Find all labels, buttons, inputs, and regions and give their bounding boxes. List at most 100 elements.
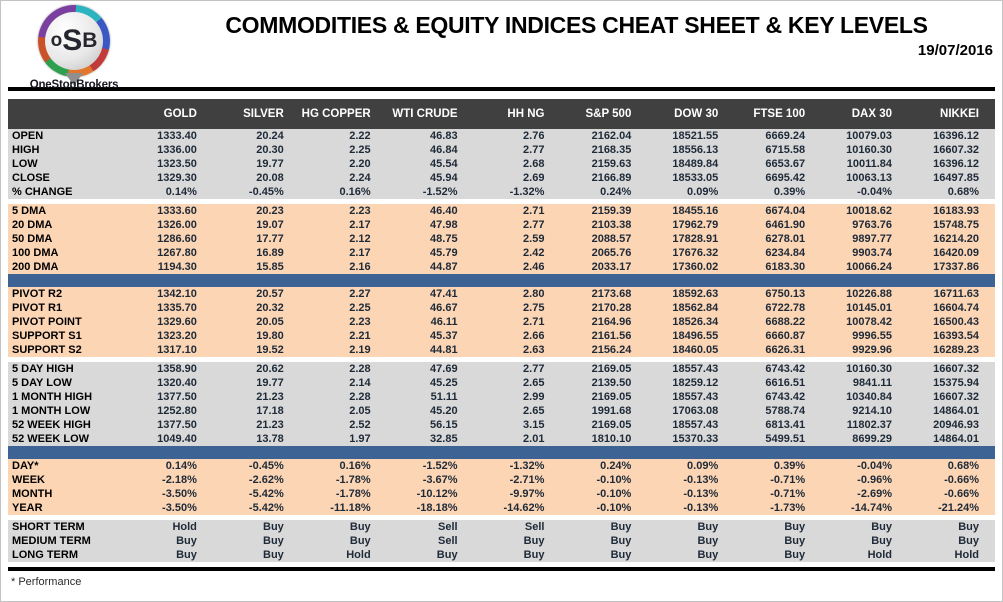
value-cell: 16500.43 xyxy=(908,315,995,329)
value-cell: 56.15 xyxy=(386,418,474,432)
value-cell: -14.74% xyxy=(821,501,909,515)
value-cell: 9996.55 xyxy=(821,329,909,343)
value-cell: 45.54 xyxy=(386,157,474,171)
table-row: SUPPORT S2 1317.10 19.52 2.19 44.81 2.63 2156.… xyxy=(8,343,995,357)
value-cell: 0.39% xyxy=(734,185,822,199)
table-row: MONTH -3.50% -5.42% -1.78% -10.12% -9.97% -0.1… xyxy=(8,487,995,501)
value-cell: 6278.01 xyxy=(734,232,822,246)
value-cell: 18557.43 xyxy=(647,362,735,376)
column-header: S&P 500 xyxy=(560,99,648,129)
value-cell: 19.07 xyxy=(212,218,300,232)
value-cell: 1326.00 xyxy=(126,218,213,232)
value-cell: 2.21 xyxy=(299,329,387,343)
value-cell: 17.77 xyxy=(212,232,300,246)
section-gap xyxy=(8,199,995,204)
table-row: 20 DMA 1326.00 19.07 2.17 47.98 2.77 2103.38 17… xyxy=(8,218,995,232)
value-cell: 1335.70 xyxy=(126,301,213,315)
value-cell: -0.45% xyxy=(212,459,300,473)
value-cell: -5.42% xyxy=(212,501,300,515)
value-cell: 2.71 xyxy=(473,315,561,329)
value-cell: 2.80 xyxy=(473,287,561,301)
column-header: DOW 30 xyxy=(647,99,735,129)
value-cell: 2161.56 xyxy=(560,329,648,343)
value-cell: 2.19 xyxy=(299,343,387,357)
value-cell: 18455.16 xyxy=(647,204,735,218)
logo-letter-o: o xyxy=(50,30,63,51)
value-cell: 2.24 xyxy=(299,171,387,185)
value-cell: 2.65 xyxy=(473,404,561,418)
table-row: PIVOT R2 1342.10 20.57 2.27 47.41 2.80 2173.68… xyxy=(8,287,995,301)
value-cell: 16607.32 xyxy=(908,362,995,376)
value-cell: 18489.84 xyxy=(647,157,735,171)
value-cell: 20.62 xyxy=(212,362,300,376)
value-cell: 45.20 xyxy=(386,404,474,418)
row-label: YEAR xyxy=(8,501,126,515)
value-cell: 20.05 xyxy=(212,315,300,329)
signal-cell: Buy xyxy=(647,548,735,562)
signal-cell: Buy xyxy=(299,520,387,534)
value-cell: 2.17 xyxy=(299,246,387,260)
logo-brand-name: OneStopBrokers xyxy=(29,79,119,91)
section-pivots: PIVOT R2 1342.10 20.57 2.27 47.41 2.80 2173.68… xyxy=(8,287,995,357)
value-cell: 10063.13 xyxy=(821,171,909,185)
value-cell: 1286.60 xyxy=(126,232,213,246)
value-cell: -0.45% xyxy=(212,185,300,199)
value-cell: 18556.13 xyxy=(647,143,735,157)
blue-divider-bar xyxy=(8,274,995,287)
value-cell: 2.42 xyxy=(473,246,561,260)
row-label: % CHANGE xyxy=(8,185,126,199)
value-cell: -0.04% xyxy=(821,185,909,199)
section-ranges: 5 DAY HIGH 1358.90 20.62 2.28 47.69 2.77 2169.… xyxy=(8,362,995,446)
value-cell: 10018.62 xyxy=(821,204,909,218)
value-cell: 2.77 xyxy=(473,362,561,376)
value-cell: -0.10% xyxy=(560,487,648,501)
column-header: HG COPPER xyxy=(299,99,387,129)
value-cell: -0.13% xyxy=(647,487,735,501)
value-cell: 45.25 xyxy=(386,376,474,390)
signal-cell: Buy xyxy=(908,520,995,534)
value-cell: 9841.11 xyxy=(821,376,909,390)
table-row: 5 DMA 1333.60 20.23 2.23 46.40 2.71 2159.39 184… xyxy=(8,204,995,218)
signal-cell: Buy xyxy=(647,534,735,548)
value-cell: 17360.02 xyxy=(647,260,735,274)
value-cell: 2.23 xyxy=(299,315,387,329)
signal-cell: Buy xyxy=(126,534,213,548)
value-cell: 3.15 xyxy=(473,418,561,432)
value-cell: -0.04% xyxy=(821,459,909,473)
value-cell: 2.71 xyxy=(473,204,561,218)
row-label: 52 WEEK LOW xyxy=(8,432,126,446)
value-cell: 16607.32 xyxy=(908,143,995,157)
value-cell: 9897.77 xyxy=(821,232,909,246)
value-cell: -1.78% xyxy=(299,473,387,487)
value-cell: 46.83 xyxy=(386,129,474,143)
value-cell: 20.57 xyxy=(212,287,300,301)
signal-cell: Hold xyxy=(299,548,387,562)
value-cell: 2168.35 xyxy=(560,143,648,157)
value-cell: 1323.50 xyxy=(126,157,213,171)
row-label: CLOSE xyxy=(8,171,126,185)
value-cell: 16497.85 xyxy=(908,171,995,185)
row-label: HIGH xyxy=(8,143,126,157)
value-cell: 5499.51 xyxy=(734,432,822,446)
row-label: 1 MONTH HIGH xyxy=(8,390,126,404)
value-cell: -5.42% xyxy=(212,487,300,501)
value-cell: 2.23 xyxy=(299,204,387,218)
value-cell: 2166.89 xyxy=(560,171,648,185)
value-cell: 21.23 xyxy=(212,390,300,404)
signal-cell: Buy xyxy=(560,534,648,548)
value-cell: -1.32% xyxy=(473,185,561,199)
value-cell: 17337.86 xyxy=(908,260,995,274)
value-cell: -0.66% xyxy=(908,473,995,487)
value-cell: -3.50% xyxy=(126,501,213,515)
signal-cell: Hold xyxy=(821,548,909,562)
value-cell: 10226.88 xyxy=(821,287,909,301)
divider-cell xyxy=(8,446,995,459)
value-cell: 2.65 xyxy=(473,376,561,390)
row-label: 5 DAY HIGH xyxy=(8,362,126,376)
row-label: PIVOT R2 xyxy=(8,287,126,301)
value-cell: 19.77 xyxy=(212,157,300,171)
value-cell: 2.52 xyxy=(299,418,387,432)
value-cell: 18557.43 xyxy=(647,390,735,404)
logo-pin-tail xyxy=(65,73,83,86)
value-cell: 1323.20 xyxy=(126,329,213,343)
